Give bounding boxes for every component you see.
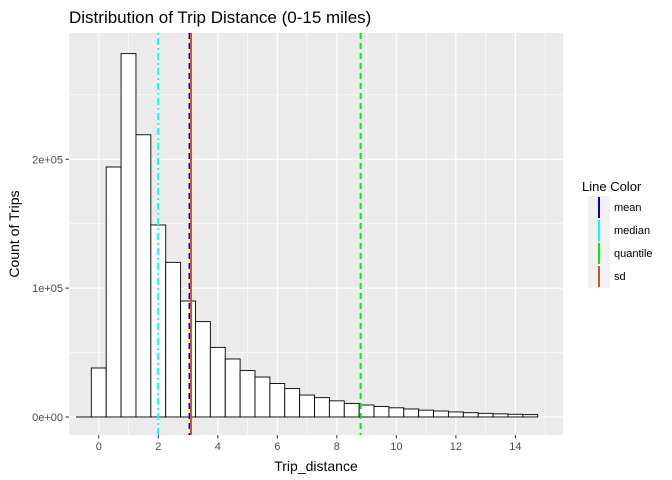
x-tick-label: 6 <box>274 441 280 453</box>
histogram-bar <box>447 411 464 418</box>
histogram-bar <box>328 400 345 418</box>
histogram-bar <box>209 346 226 418</box>
histogram-bar <box>284 388 301 418</box>
histogram-bar <box>135 134 152 418</box>
legend-label-median: median <box>614 225 650 237</box>
histogram-bar <box>299 394 315 418</box>
histogram-bar <box>388 407 405 418</box>
histogram-bar <box>477 412 494 418</box>
histogram-bar <box>403 408 420 418</box>
legend-entries: mean median quantile sd <box>588 196 653 288</box>
histogram-bar <box>507 413 524 418</box>
chart-title: Distribution of Trip Distance (0-15 mile… <box>69 8 371 27</box>
histogram-bar <box>239 370 256 418</box>
legend-title: Line Color <box>582 179 642 194</box>
y-axis: 0e+00 1e+05 2e+05 <box>32 154 69 424</box>
histogram-bar <box>433 410 449 418</box>
histogram-bar <box>105 166 122 418</box>
legend-label-quantile: quantile <box>614 248 653 260</box>
legend-label-mean: mean <box>614 202 642 214</box>
histogram-bar <box>462 412 479 418</box>
y-tick-label: 2e+05 <box>32 154 63 166</box>
x-tick-label: 14 <box>509 441 521 453</box>
histogram-bar <box>418 409 434 418</box>
histogram-bar <box>314 397 330 418</box>
x-tick-label: 0 <box>96 441 102 453</box>
histogram-bar <box>224 358 241 418</box>
x-axis: 0 2 4 6 8 10 12 14 <box>96 435 522 453</box>
histogram-bar <box>120 53 137 418</box>
histogram-bar <box>522 414 539 418</box>
histogram-bar <box>343 402 360 418</box>
reference-lines <box>157 33 362 435</box>
histogram-bar <box>254 376 271 418</box>
legend-label-sd: sd <box>614 271 626 283</box>
histogram-bar <box>195 321 211 418</box>
x-tick-label: 2 <box>155 441 161 453</box>
y-axis-title: Count of Trips <box>6 190 22 277</box>
legend: Line Color mean median quantile sd <box>582 179 653 288</box>
y-tick-label: 0e+00 <box>32 412 63 424</box>
histogram-bar <box>180 300 196 418</box>
histogram-bar <box>165 261 182 418</box>
x-tick-label: 8 <box>334 441 340 453</box>
histogram-bars <box>75 53 539 418</box>
histogram-bar <box>90 367 107 418</box>
histogram-bar <box>269 383 286 418</box>
histogram-bar <box>373 406 390 418</box>
x-tick-label: 12 <box>450 441 462 453</box>
x-tick-label: 4 <box>215 441 221 453</box>
y-tick-label: 1e+05 <box>32 283 63 295</box>
x-axis-title: Trip_distance <box>274 458 358 474</box>
histogram-bar <box>492 413 509 418</box>
x-tick-label: 10 <box>390 441 402 453</box>
